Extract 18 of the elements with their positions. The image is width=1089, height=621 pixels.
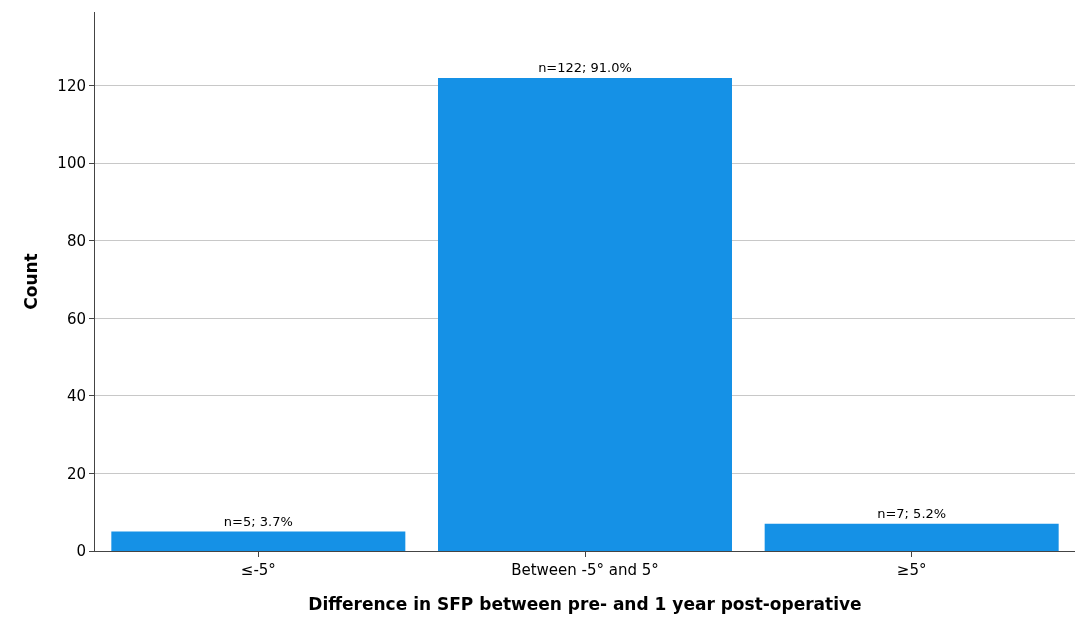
data-label: n=7; 5.2% bbox=[877, 505, 947, 521]
y-tick-label: 20 bbox=[66, 464, 86, 483]
y-tick-label: 0 bbox=[76, 542, 86, 561]
bar bbox=[438, 77, 732, 551]
y-tick-label: 80 bbox=[66, 232, 86, 251]
bar bbox=[764, 523, 1059, 551]
bar bbox=[111, 531, 406, 551]
x-tick-label: ≥5° bbox=[896, 561, 927, 579]
y-tick-label: 60 bbox=[66, 309, 86, 328]
data-label: n=5; 3.7% bbox=[223, 513, 293, 529]
x-axis-title: Difference in SFP between pre- and 1 year post-operative bbox=[308, 594, 862, 615]
y-tick-label: 120 bbox=[57, 76, 86, 95]
y-axis-title: Count bbox=[20, 253, 41, 310]
x-tick-label: Between -5° and 5° bbox=[511, 561, 659, 579]
data-label: n=122; 91.0% bbox=[538, 59, 632, 75]
x-tick-label: ≤-5° bbox=[240, 561, 276, 579]
y-tick-label: 40 bbox=[66, 387, 86, 406]
y-tick-label: 100 bbox=[57, 154, 86, 173]
